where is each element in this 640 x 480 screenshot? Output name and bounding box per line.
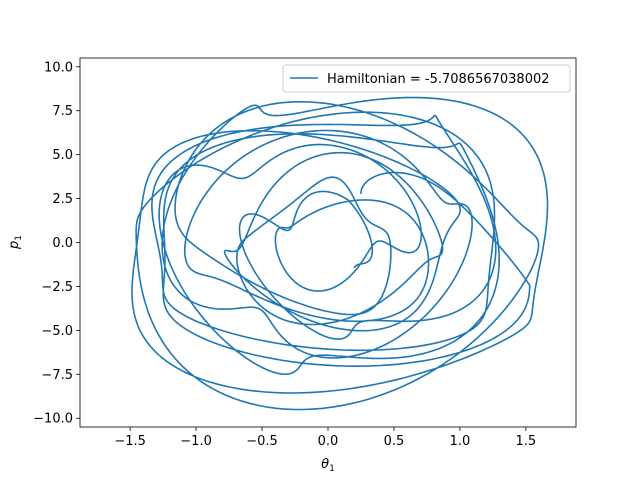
- y-tick-label: −2.5: [41, 280, 73, 295]
- legend-label: Hamiltonian = -5.7086567038002: [327, 72, 550, 87]
- y-axis-label-main: p: [7, 241, 22, 250]
- x-axis-label-subscript: 1: [329, 464, 335, 474]
- x-axis-ticks: −1.5 −1.0 −0.5 0.0 0.5 1.0 1.5: [114, 427, 536, 449]
- x-tick-label: 1.0: [450, 434, 471, 449]
- x-axis-label-main: θ: [321, 457, 329, 472]
- y-tick-label: 0.0: [52, 236, 73, 251]
- x-tick-label: −1.5: [114, 434, 146, 449]
- y-axis-label-subscript: 1: [14, 235, 24, 241]
- legend: Hamiltonian = -5.7086567038002: [282, 64, 571, 93]
- x-tick-label: −1.0: [180, 434, 212, 449]
- y-tick-label: 5.0: [52, 148, 73, 163]
- legend-box: [282, 64, 571, 93]
- trajectory-line: [131, 96, 549, 411]
- y-tick-label: 2.5: [52, 192, 73, 207]
- y-tick-label: 7.5: [52, 104, 73, 119]
- y-axis-ticks: −10.0 −7.5 −5.0 −2.5 0.0 2.5 5.0 7.5 10.0: [33, 60, 80, 427]
- x-tick-label: 0.5: [384, 434, 405, 449]
- x-axis-label: θ1: [321, 457, 335, 474]
- plot-background: [80, 58, 576, 427]
- x-tick-label: 1.5: [516, 434, 537, 449]
- y-tick-label: −10.0: [33, 412, 73, 427]
- x-tick-label: −0.5: [246, 434, 278, 449]
- y-tick-label: −7.5: [41, 368, 73, 383]
- y-axis-label: p1: [7, 235, 24, 250]
- y-tick-label: 10.0: [44, 60, 73, 75]
- y-tick-label: −5.0: [41, 324, 73, 339]
- x-tick-label: 0.0: [318, 434, 339, 449]
